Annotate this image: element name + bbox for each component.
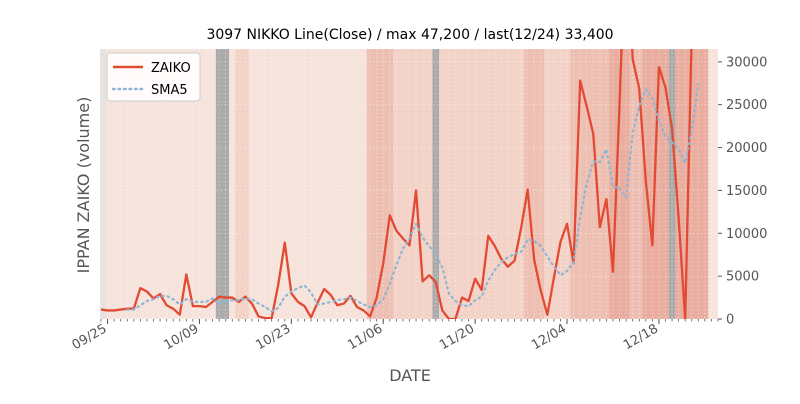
legend: ZAIKO SMA5	[106, 52, 201, 102]
x-tick-label: 11/06	[345, 321, 385, 353]
y-axis-label: IPPAN ZAIKO (volume)	[74, 97, 93, 274]
holiday-band	[432, 49, 440, 319]
y-axis: 0 5000 10000 15000 20000 25000 30000	[718, 55, 767, 328]
x-axis: 09/25 10/09 10/23 11/06 11/20 12/04 12/18	[70, 319, 719, 353]
plot-left-margin	[100, 49, 106, 319]
shade-band	[393, 49, 433, 319]
y-tick-label: 0	[726, 313, 734, 328]
legend-sma5-label: SMA5	[151, 83, 188, 98]
legend-zaiko-label: ZAIKO	[151, 61, 191, 76]
series-line-zaiko	[101, 49, 693, 319]
x-tick-label: 09/25	[70, 321, 110, 353]
y-tick-label: 15000	[726, 184, 767, 199]
y-tick-label: 30000	[726, 55, 767, 70]
series-line-sma5	[126, 83, 700, 313]
x-tick-label: 10/23	[253, 321, 293, 353]
x-tick-label: 12/18	[621, 321, 661, 353]
x-tick-label: 12/04	[529, 321, 569, 353]
y-tick-label: 25000	[726, 98, 767, 113]
x-tick-label: 11/20	[437, 321, 477, 353]
x-axis-label: DATE	[389, 366, 431, 385]
y-tick-label: 20000	[726, 141, 767, 156]
y-tick-label: 10000	[726, 227, 767, 242]
y-tick-label: 5000	[726, 270, 759, 285]
holiday-band	[668, 49, 676, 319]
series-lines	[101, 49, 700, 319]
holiday-band	[215, 49, 229, 319]
x-tick-label: 10/09	[162, 321, 202, 353]
shade-band	[524, 49, 545, 319]
shade-band	[235, 49, 249, 319]
chart-title: 3097 NIKKO Line(Close) / max 47,200 / la…	[206, 27, 613, 43]
